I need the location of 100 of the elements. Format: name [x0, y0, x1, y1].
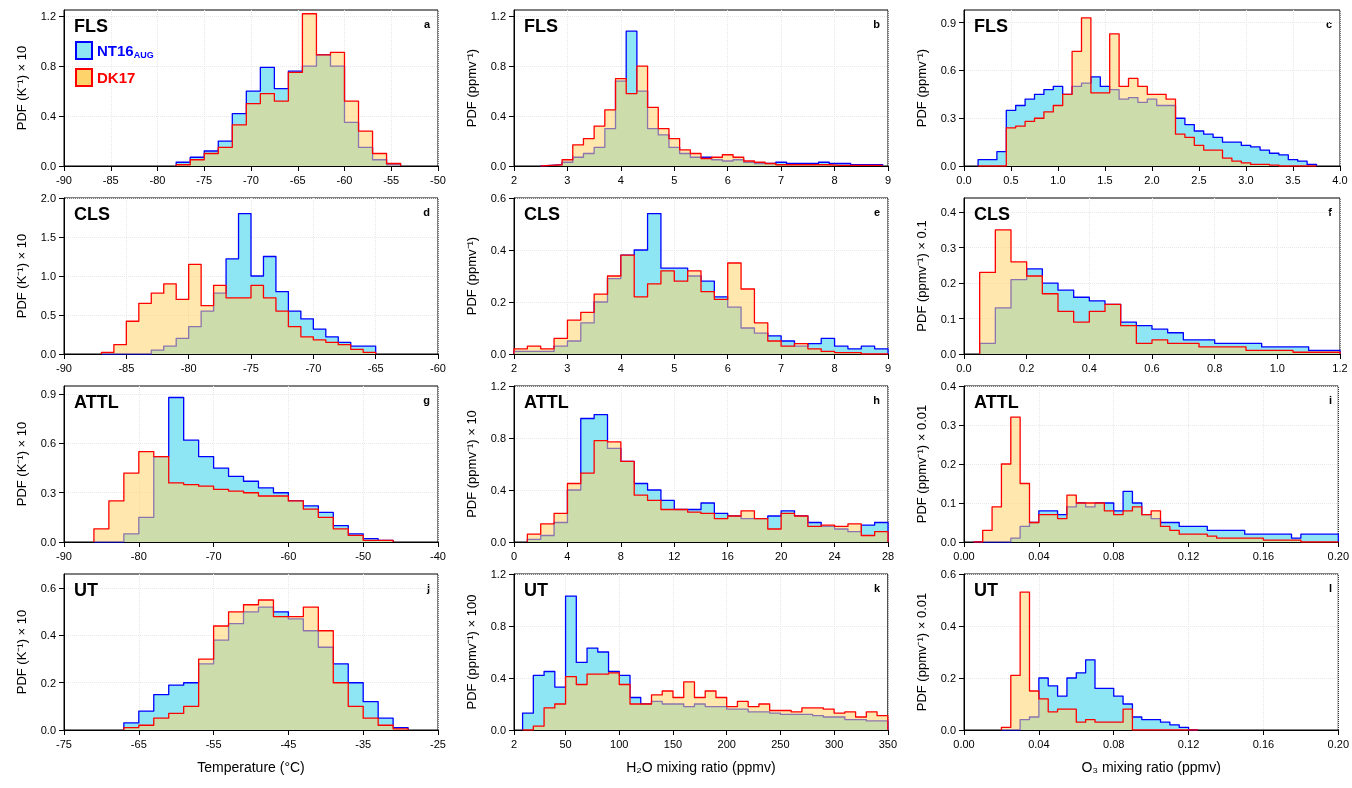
- y-tick-label: 0.4: [490, 110, 506, 123]
- x-tick-label: 8: [831, 173, 838, 186]
- x-tick-label: 3: [564, 173, 571, 186]
- y-tick-label: 0.0: [940, 160, 956, 172]
- x-tick-label: 0.5: [1003, 173, 1019, 186]
- y-axis-title: PDF (ppmv⁻¹) × 100: [464, 594, 479, 710]
- x-tick-label: -40: [430, 549, 446, 562]
- x-tick-label: -65: [289, 173, 306, 186]
- y-tick-label: 0.0: [490, 348, 506, 360]
- y-tick-label: 0.0: [40, 724, 56, 736]
- y-tick-label: 0.4: [490, 672, 506, 684]
- y-tick-label: 0.6: [940, 568, 956, 580]
- y-tick-label: 0.0: [490, 160, 506, 172]
- x-tick-label: 1.5: [1097, 173, 1113, 186]
- y-tick-label: 0.3: [940, 112, 956, 125]
- y-tick-label: 0.0: [40, 348, 56, 360]
- y-axis-title: PDF (ppmv⁻¹) × 0.01: [914, 404, 929, 524]
- y-axis-title: PDF (ppmv⁻¹): [464, 236, 479, 316]
- annotation: e: [873, 205, 881, 218]
- y-tick-label: 0.0: [40, 160, 56, 172]
- y-tick-label: 0.0: [940, 536, 956, 548]
- x-tick-label: -50: [430, 173, 446, 186]
- x-tick-label: -65: [367, 361, 384, 374]
- y-tick-label: 1.2: [40, 10, 56, 23]
- x-tick-label: -70: [305, 361, 322, 374]
- x-tick-label: 2: [510, 737, 518, 750]
- x-tick-label: 50: [559, 737, 572, 750]
- y-tick-label: 0.1: [940, 497, 956, 509]
- y-tick-label: 0.4: [940, 620, 956, 632]
- x-tick-label: 4: [617, 361, 624, 374]
- x-tick-label: 350: [878, 737, 897, 750]
- x-tick-label: 3.0: [1238, 173, 1254, 186]
- x-tick-label: -85: [102, 173, 119, 186]
- y-tick-label: 0.1: [940, 312, 956, 325]
- x-tick-label: 4.0: [1332, 173, 1348, 186]
- x-tick-label: 0.00: [953, 549, 975, 562]
- x-tick-label: 28: [881, 549, 895, 562]
- x-tick-label: 3.5: [1285, 173, 1301, 186]
- y-tick-label: 0.6: [40, 437, 56, 450]
- y-tick-label: 0.6: [940, 64, 956, 77]
- x-tick-label: -85: [118, 361, 135, 374]
- y-tick-label: 0.0: [940, 348, 956, 360]
- y-tick-label: 0.2: [490, 296, 506, 308]
- x-tick-label: 24: [828, 549, 841, 562]
- chart-title: CLS: [524, 204, 560, 224]
- y-axis-title: PDF (ppmv⁻¹) × 0.1: [914, 220, 929, 332]
- x-tick-label: 2: [510, 361, 518, 374]
- y-axis-title: PDF (K⁻¹) × 10: [14, 45, 29, 131]
- x-tick-label: -55: [383, 173, 400, 186]
- y-tick-label: 0.0: [490, 536, 506, 548]
- x-tick-label: 0.4: [1081, 361, 1097, 374]
- y-tick-label: 2.0: [40, 192, 56, 204]
- annotation: a: [423, 17, 431, 30]
- x-tick-label: -75: [56, 737, 72, 750]
- x-tick-label: 2.0: [1144, 173, 1160, 186]
- y-axis-title: PDF (K⁻¹) × 10: [14, 421, 29, 507]
- x-tick-label: 0.0: [956, 173, 972, 186]
- x-tick-label: -75: [196, 173, 213, 186]
- x-tick-label: 4: [617, 173, 624, 186]
- y-tick-label: 0.3: [940, 419, 956, 431]
- x-tick-label: 8: [617, 549, 624, 562]
- annotation: k: [873, 581, 881, 594]
- y-tick-label: 1.2: [490, 380, 506, 392]
- x-tick-label: 20: [775, 549, 788, 562]
- x-tick-label: 7: [778, 361, 785, 374]
- x-tick-label: 2.5: [1191, 173, 1207, 186]
- y-axis-title: PDF (K⁻¹) × 10: [14, 233, 29, 319]
- x-tick-label: 100: [610, 737, 629, 750]
- x-tick-label: -65: [130, 737, 147, 750]
- x-tick-label: 9: [884, 173, 892, 186]
- chart-title: CLS: [974, 204, 1010, 224]
- annotation: d: [423, 205, 431, 218]
- chart-title: ATTL: [974, 392, 1019, 412]
- x-tick-label: 0.00: [953, 737, 975, 750]
- y-tick-label: 0.2: [940, 458, 956, 470]
- y-tick-label: 0.0: [40, 536, 56, 548]
- x-tick-label: -80: [149, 173, 166, 186]
- y-tick-label: 0.5: [40, 309, 56, 321]
- y-tick-label: 0.8: [490, 620, 506, 632]
- chart-title: FLS: [974, 16, 1008, 36]
- y-tick-label: 0.8: [490, 60, 506, 73]
- x-tick-label: -70: [205, 549, 222, 562]
- y-tick-label: 1.0: [40, 270, 56, 282]
- x-tick-label: 7: [778, 173, 785, 186]
- x-tick-label: -45: [280, 737, 297, 750]
- x-tick-label: -60: [280, 549, 297, 562]
- chart-title: CLS: [74, 204, 110, 224]
- y-tick-label: 1.2: [490, 10, 506, 23]
- x-tick-label: 300: [824, 737, 844, 750]
- chart-title: FLS: [524, 16, 558, 36]
- x-tick-label: 8: [831, 361, 838, 374]
- annotation: g: [423, 393, 431, 406]
- x-tick-label: -70: [243, 173, 259, 186]
- x-tick-label: 0.12: [1177, 737, 1200, 750]
- chart-title: UT: [524, 580, 548, 600]
- y-tick-label: 0.4: [940, 206, 956, 219]
- y-tick-label: 0.2: [940, 672, 956, 684]
- y-tick-label: 0.9: [40, 388, 56, 401]
- x-tick-label: -50: [355, 549, 372, 562]
- x-tick-label: 200: [717, 737, 736, 750]
